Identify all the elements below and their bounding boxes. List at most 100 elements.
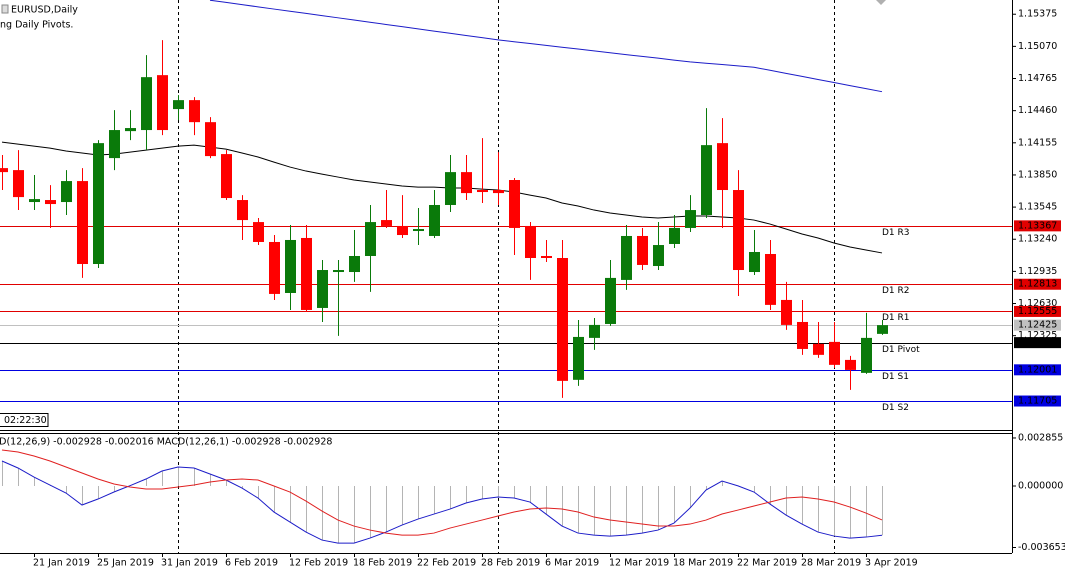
- pivot-tag: [1014, 305, 1061, 317]
- x-tick-label: 12 Mar 2019: [609, 558, 669, 569]
- candle-body: [733, 190, 744, 271]
- y-tick-label: 0.002855: [1018, 432, 1063, 443]
- pivot-label: D1 Pivot: [882, 345, 920, 355]
- symbol-icon: [1, 4, 9, 14]
- x-tick-label: 3 Apr 2019: [865, 558, 918, 569]
- pivot-tag: [1014, 220, 1061, 232]
- x-tick-label: 12 Feb 2019: [289, 558, 348, 569]
- candle-body: [125, 128, 136, 132]
- candle-body: [333, 270, 344, 273]
- y-tick-label: 1.15070: [1018, 41, 1057, 52]
- candle-body: [269, 241, 280, 294]
- x-tick-label: 6 Feb 2019: [225, 558, 278, 569]
- x-tick-label: 31 Jan 2019: [161, 558, 218, 569]
- candle-body: [429, 204, 440, 236]
- candle-body: [797, 321, 808, 349]
- pivot-tag-label: 1.13367: [1018, 220, 1057, 231]
- candle-body: [77, 181, 88, 265]
- pivot-tag: [1014, 395, 1061, 407]
- candle-body: [221, 154, 232, 199]
- pivot-label: D1 R2: [882, 286, 910, 296]
- pivot-label: D1 R1: [882, 313, 910, 323]
- candle-body: [141, 77, 152, 131]
- y-tick-label: 1.12630: [1018, 298, 1057, 309]
- candle-body: [349, 255, 360, 273]
- axes: 1.15375 1.15070 1.14765 1.14460 1.14155 1.138…: [33, 9, 1065, 569]
- candle-body: [573, 336, 584, 380]
- candle-body: [829, 341, 840, 365]
- y-tick-label: 1.13850: [1018, 169, 1057, 180]
- candle-body: [29, 199, 40, 203]
- candle-body: [701, 145, 712, 215]
- symbol-title: EURUSD,Daily: [11, 5, 78, 16]
- candle-body: [685, 210, 696, 228]
- moving-average: [209, 0, 883, 93]
- candle-body: [509, 180, 520, 228]
- candle-body: [493, 190, 504, 194]
- pivot-label: D1 R3: [882, 228, 910, 238]
- candle-body: [621, 235, 632, 280]
- candle-body: [541, 255, 552, 258]
- x-tick-label: 22 Mar 2019: [737, 558, 797, 569]
- y-tick-label: 1.14155: [1018, 137, 1057, 148]
- y-tick-label: 1.13240: [1018, 234, 1057, 245]
- bid-tag: [1014, 319, 1061, 331]
- pivot-tag: [1014, 364, 1061, 376]
- candle-body: [13, 170, 24, 198]
- pivot-label: D1 S1: [882, 372, 909, 382]
- candle-body: [589, 324, 600, 338]
- y-tick-label: 1.12935: [1018, 266, 1057, 277]
- candle-body: [413, 229, 424, 232]
- candle-body: [365, 222, 376, 256]
- timer: 02:22:30: [4, 415, 47, 426]
- candle-body: [461, 172, 472, 194]
- pivot-label: D1 S2: [882, 403, 909, 413]
- candle-body: [861, 337, 872, 373]
- price-pane: D1 R3 D1 R2 D1 R1 D1 Pivot D1 S1 D1 S2: [0, 0, 1012, 413]
- x-tick-label: 25 Jan 2019: [97, 558, 154, 569]
- indicator-title: ng Daily Pivots.: [0, 20, 73, 31]
- candle-body: [61, 181, 72, 203]
- x-tick-label: 18 Mar 2019: [673, 558, 733, 569]
- pivot-tag-label: 1.12555: [1018, 306, 1057, 317]
- y-tick-label: 0.000000: [1018, 481, 1063, 492]
- x-tick-label: 28 Mar 2019: [801, 558, 861, 569]
- macd-line: [1, 460, 883, 544]
- candle-body: [381, 220, 392, 226]
- candle-body: [477, 190, 488, 193]
- candle-body: [157, 75, 168, 131]
- x-tick-label: 21 Jan 2019: [33, 558, 90, 569]
- y-tick-label: 1.12325: [1018, 330, 1057, 341]
- candle-body: [813, 343, 824, 355]
- candle-body: [605, 277, 616, 324]
- y-tick-label: 1.14765: [1018, 73, 1057, 84]
- pivot-tag-label: 1.12001: [1018, 364, 1057, 375]
- period-separators: [178, 0, 835, 553]
- macd-pane: [1, 449, 883, 544]
- x-tick-label: 6 Mar 2019: [545, 558, 599, 569]
- candle-body: [253, 222, 264, 242]
- x-tick-label: 18 Feb 2019: [353, 558, 412, 569]
- candle-body: [301, 237, 312, 310]
- candle-body: [173, 100, 184, 110]
- y-tick-label: 1.13545: [1018, 202, 1057, 213]
- candle-body: [0, 168, 8, 173]
- candle-body: [653, 245, 664, 267]
- pivot-tag-label: 1.12813: [1018, 279, 1057, 290]
- candle-body: [781, 299, 792, 325]
- candle-body: [285, 239, 296, 293]
- y-tick-label: 1.14460: [1018, 105, 1057, 116]
- candle-body: [317, 270, 328, 308]
- pivot-tag: [1014, 278, 1061, 290]
- timer-box: [0, 413, 49, 427]
- candle-body: [189, 100, 200, 123]
- y-tick-label: 1.15375: [1018, 9, 1057, 20]
- shift-marker: [876, 0, 886, 5]
- candle-body: [45, 200, 56, 205]
- candle-body: [445, 172, 456, 205]
- candle-body: [237, 200, 248, 221]
- x-tick-label: 22 Feb 2019: [417, 558, 476, 569]
- x-tick-label: 28 Feb 2019: [481, 558, 540, 569]
